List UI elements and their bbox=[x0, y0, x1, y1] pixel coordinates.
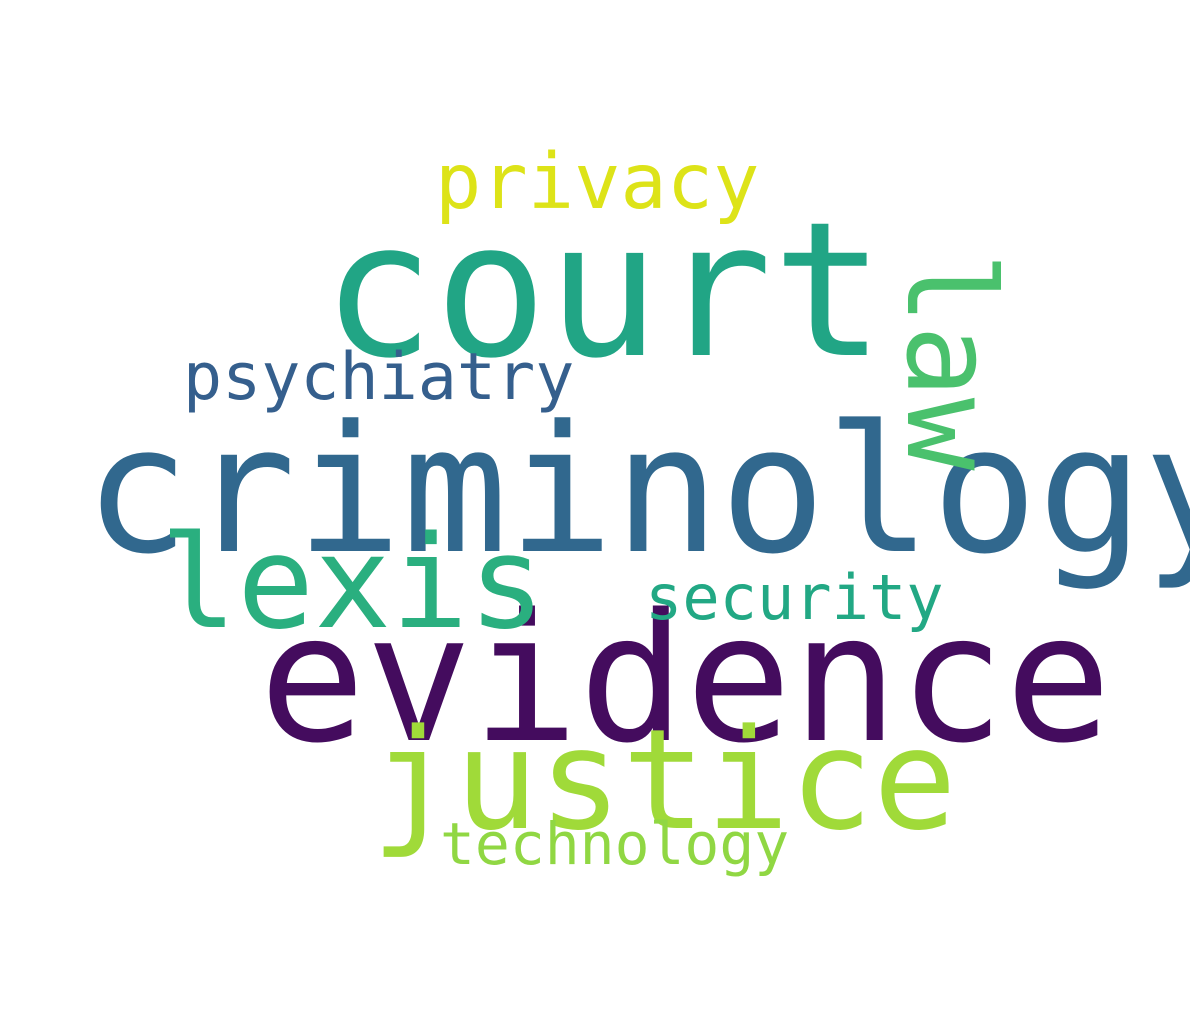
word-privacy: privacy bbox=[435, 138, 760, 227]
word-criminology: criminology bbox=[84, 388, 1190, 593]
word-evidence: evidence bbox=[259, 576, 1112, 782]
word-lexis: lexis bbox=[160, 509, 546, 658]
word-court: court bbox=[322, 182, 885, 400]
word-justice: justice bbox=[371, 699, 957, 861]
word-psychiatry: psychiatry bbox=[183, 340, 575, 415]
word-law: law bbox=[879, 252, 1020, 471]
word-security: security bbox=[645, 561, 944, 634]
word-technology: technology bbox=[440, 810, 790, 878]
